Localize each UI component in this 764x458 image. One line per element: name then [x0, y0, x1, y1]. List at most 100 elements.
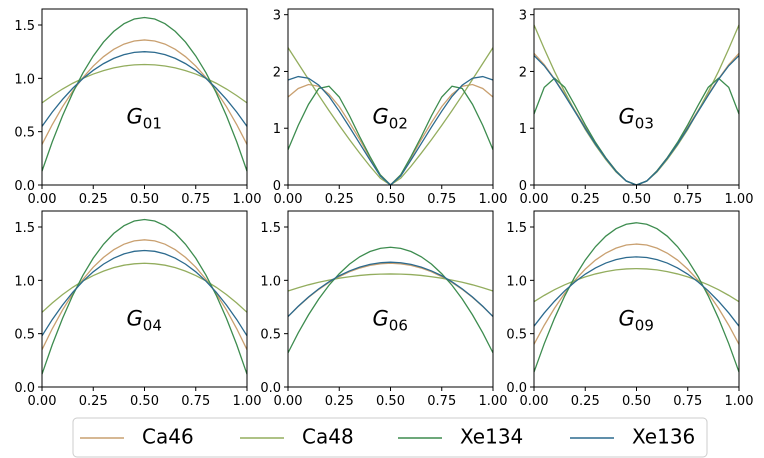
panel-label: G09: [619, 306, 654, 334]
plot-frame: [41, 8, 248, 186]
x-tick-label: 0.50: [376, 394, 405, 409]
legend-label: Ca46: [142, 425, 194, 449]
subplot: 0.00 0.25 0.50 0.75 1.00 0.0 0.5 1.0 1.5 G01: [14, 8, 262, 207]
x-tick-label: 0.25: [571, 192, 600, 207]
x-tick-label: 0.00: [28, 394, 57, 409]
line: [41, 16, 248, 172]
legend-box: [72, 417, 708, 458]
y-tick-label: 1.5: [14, 221, 35, 236]
y-tick-label: 0.5: [506, 328, 527, 343]
x-tick-label: 0.25: [325, 394, 354, 409]
panel-label-subscript: 02: [389, 114, 408, 132]
y-tick-label: 2: [273, 65, 281, 80]
y-tick-label: 1.0: [14, 72, 35, 87]
x-tick-label: 0.25: [79, 192, 108, 207]
plot-frame: [287, 210, 494, 388]
line: [533, 222, 740, 373]
panel-label-subscript: 04: [143, 316, 162, 334]
legend-label: Xe136: [632, 425, 695, 449]
panel-label-symbol: G: [373, 104, 389, 128]
line: [287, 85, 494, 186]
panel-label: G06: [373, 306, 408, 334]
line: [287, 262, 494, 318]
line: [287, 273, 494, 292]
line: [287, 246, 494, 354]
line: [533, 256, 740, 327]
legend-label: Xe134: [460, 425, 523, 449]
y-tick-label: 0.5: [14, 328, 35, 343]
panel-label: G02: [373, 104, 408, 132]
x-tick-label: 0.75: [673, 394, 702, 409]
y-tick-label: 0: [273, 179, 281, 194]
y-tick-label: 0: [519, 179, 527, 194]
y-tick-label: 1.0: [260, 274, 281, 289]
y-tick-label: 0.0: [506, 381, 527, 396]
line: [287, 83, 494, 186]
x-tick-label: 0.50: [130, 192, 159, 207]
x-tick-label: 1.00: [725, 192, 754, 207]
panel-label-subscript: 01: [143, 114, 162, 132]
panel-label-symbol: G: [373, 306, 389, 330]
x-tick-label: 0.00: [28, 192, 57, 207]
y-tick-label: 3: [519, 9, 527, 24]
panel-label: G01: [127, 104, 162, 132]
subplot: 0.00 0.25 0.50 0.75 1.00 0.0 0.5 1.0 1.5 G06: [260, 210, 508, 409]
subplot: 0.00 0.25 0.50 0.75 1.00 0 1 2 3 G02: [273, 8, 508, 207]
subplot: 0.00 0.25 0.50 0.75 1.00 0.0 0.5 1.0 1.5 G09: [506, 210, 754, 409]
line: [41, 262, 248, 313]
y-tick-label: 0.5: [260, 328, 281, 343]
x-tick-label: 0.25: [325, 192, 354, 207]
x-tick-label: 0.75: [673, 192, 702, 207]
subplot: 0.00 0.25 0.50 0.75 1.00 0 1 2 3 G03: [519, 8, 754, 207]
line: [287, 261, 494, 318]
panel-label-subscript: 03: [635, 114, 654, 132]
x-tick-label: 0.00: [520, 394, 549, 409]
x-tick-label: 0.00: [274, 394, 303, 409]
x-tick-label: 0.50: [376, 192, 405, 207]
line: [533, 267, 740, 303]
panel-label-subscript: 09: [635, 316, 654, 334]
x-tick-label: 0.00: [520, 192, 549, 207]
legend-label: Ca48: [302, 425, 354, 449]
x-tick-label: 1.00: [479, 192, 508, 207]
x-tick-label: 0.75: [427, 394, 456, 409]
x-tick-label: 1.00: [725, 394, 754, 409]
plot-frame: [533, 210, 740, 388]
panel-label-symbol: G: [619, 306, 635, 330]
x-tick-label: 0.75: [427, 192, 456, 207]
x-tick-label: 0.25: [571, 394, 600, 409]
panel-label: G04: [127, 306, 162, 334]
x-tick-label: 1.00: [233, 394, 262, 409]
y-tick-label: 1.0: [506, 274, 527, 289]
x-tick-label: 0.75: [181, 192, 210, 207]
x-tick-label: 0.75: [181, 394, 210, 409]
panel-label-subscript: 06: [389, 316, 408, 334]
x-tick-label: 0.50: [130, 394, 159, 409]
x-tick-label: 0.50: [622, 192, 651, 207]
line: [41, 51, 248, 127]
y-tick-label: 1.5: [14, 19, 35, 34]
line: [41, 218, 248, 375]
y-tick-label: 0.0: [260, 381, 281, 396]
panel-label: G03: [619, 104, 654, 132]
y-tick-label: 1.5: [260, 221, 281, 236]
panel-label-symbol: G: [127, 104, 143, 128]
y-tick-label: 0.5: [14, 126, 35, 141]
x-tick-label: 0.25: [79, 394, 108, 409]
panel-label-symbol: G: [127, 306, 143, 330]
y-tick-label: 2: [519, 65, 527, 80]
y-tick-label: 1: [273, 122, 281, 137]
plot-frame: [533, 8, 740, 186]
y-tick-label: 1: [519, 122, 527, 137]
line: [41, 63, 248, 104]
x-tick-label: 1.00: [479, 394, 508, 409]
y-tick-label: 3: [273, 9, 281, 24]
x-tick-label: 0.00: [274, 192, 303, 207]
panel-label-symbol: G: [619, 104, 635, 128]
subplot: 0.00 0.25 0.50 0.75 1.00 0.0 0.5 1.0 1.5 G04: [14, 210, 262, 409]
y-tick-label: 1.0: [14, 274, 35, 289]
y-tick-label: 0.0: [14, 179, 35, 194]
plot-frame: [41, 210, 248, 388]
x-tick-label: 1.00: [233, 192, 262, 207]
